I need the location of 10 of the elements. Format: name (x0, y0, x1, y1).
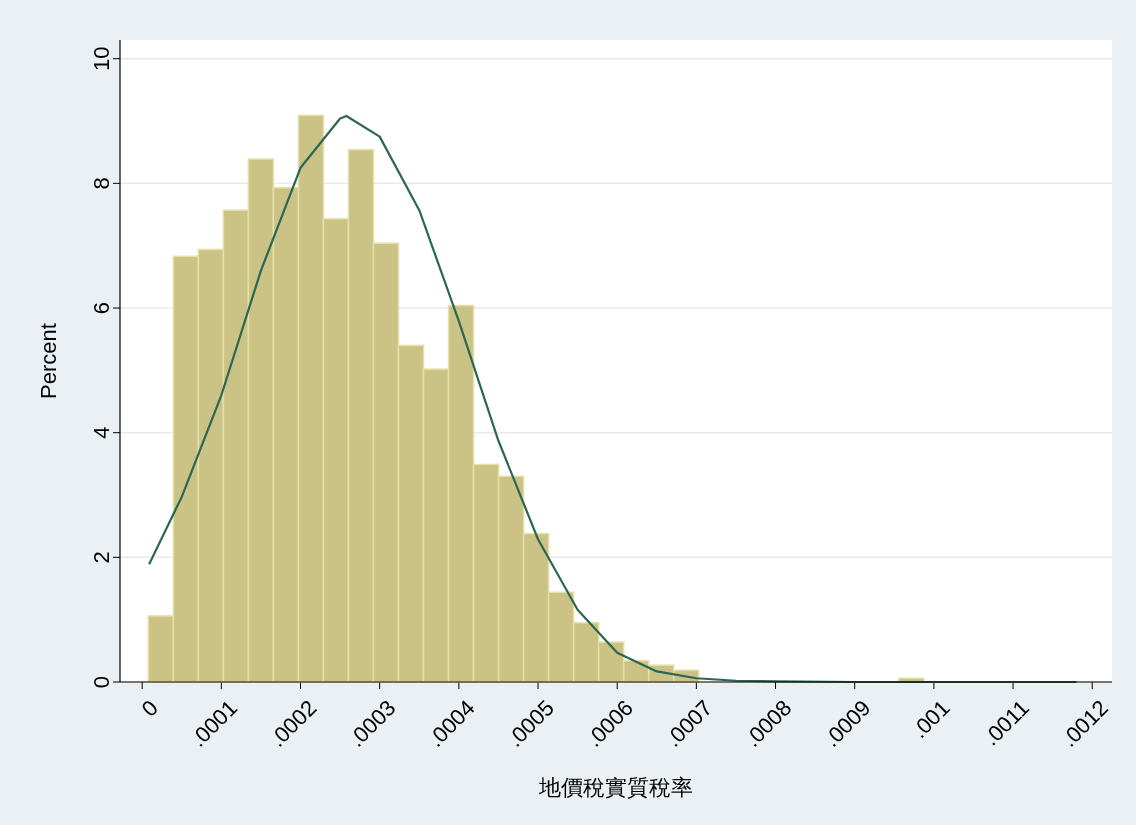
y-tick-label: 2 (88, 551, 114, 564)
y-tick-label: 10 (88, 46, 114, 71)
y-tick-label: 6 (88, 301, 114, 315)
y-tick-label: 4 (88, 426, 114, 439)
y-tick-label: 0 (88, 675, 114, 689)
y-axis-title: Percent (36, 323, 61, 399)
x-tick-label: 0 (136, 695, 164, 722)
x-tick-label: .001 (906, 695, 955, 744)
y-tick-label: 8 (88, 177, 114, 190)
x-axis-title: 地價稅實質稅率 (538, 775, 693, 800)
